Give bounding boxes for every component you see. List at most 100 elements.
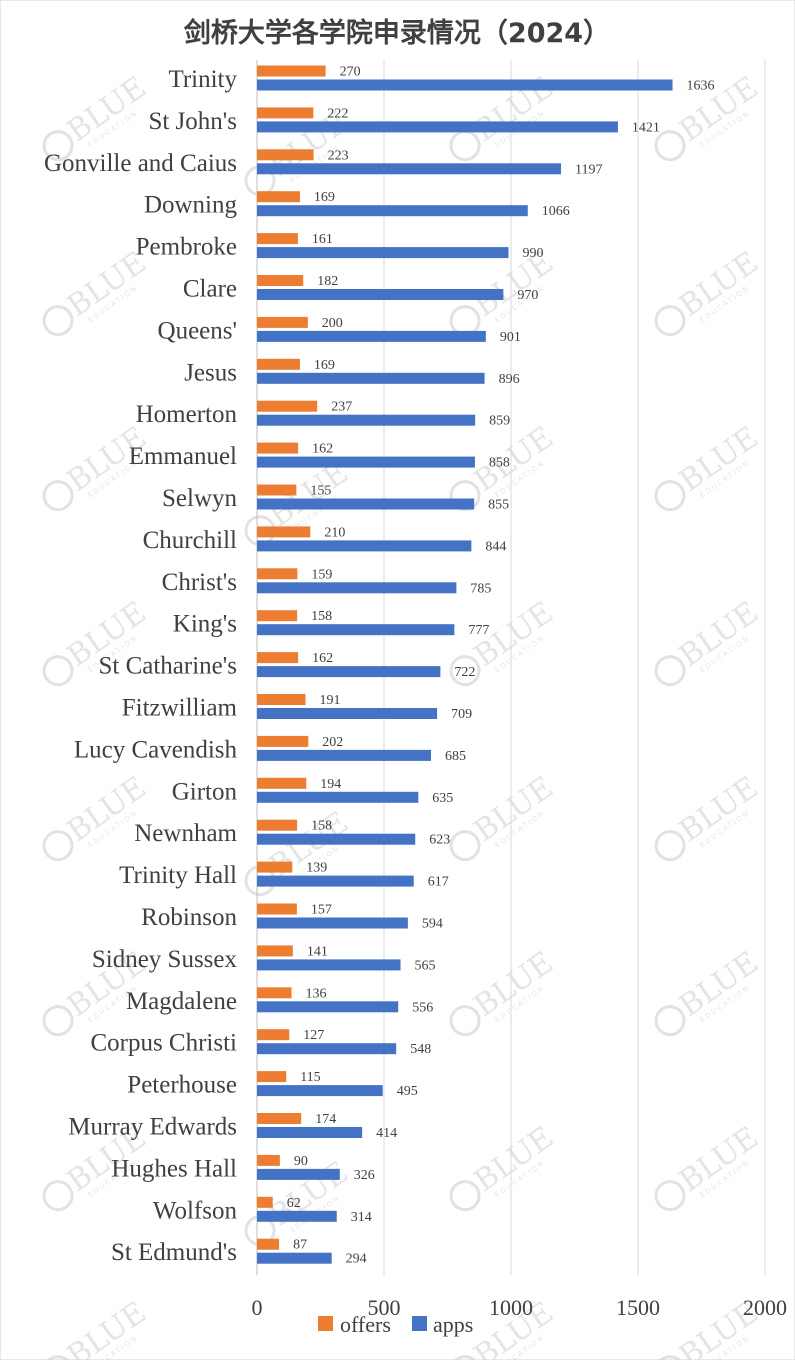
category-label: Homerton (136, 401, 238, 428)
value-label-apps: 635 (432, 791, 453, 806)
value-label-offers: 90 (294, 1154, 308, 1169)
value-label-offers: 141 (307, 944, 328, 959)
bar-apps (257, 875, 414, 887)
value-label-offers: 159 (311, 567, 332, 582)
legend-offers-label: offers (340, 1312, 391, 1337)
value-label-apps: 709 (451, 707, 472, 722)
category-label: Jesus (184, 359, 237, 386)
bar-apps (257, 708, 438, 719)
value-label-apps: 326 (354, 1168, 375, 1183)
bar-offers (257, 107, 314, 119)
category-label: King's (173, 611, 237, 638)
category-label: Trinity (168, 66, 237, 93)
value-label-offers: 223 (328, 148, 349, 163)
bar-offers (257, 777, 307, 789)
value-label-apps: 1066 (542, 204, 570, 219)
value-label-offers: 210 (324, 525, 345, 540)
category-label: Selwyn (162, 485, 238, 512)
bar-offers (257, 903, 297, 915)
value-label-offers: 87 (293, 1238, 307, 1253)
value-label-offers: 200 (322, 316, 343, 331)
value-label-apps: 855 (488, 498, 509, 513)
value-label-offers: 202 (322, 735, 343, 750)
category-label: Gonville and Caius (44, 150, 237, 177)
bar-apps (257, 1168, 340, 1180)
value-label-offers: 136 (306, 986, 327, 1001)
category-label: Girton (172, 778, 238, 805)
category-label: Robinson (141, 904, 237, 931)
bar-apps (257, 498, 475, 510)
bar-apps (257, 791, 419, 803)
x-tick-label: 500 (368, 1295, 401, 1320)
category-label: Pembroke (136, 234, 237, 261)
value-label-offers: 237 (331, 400, 352, 415)
category-label: Sidney Sussex (92, 946, 238, 973)
value-label-apps: 314 (351, 1210, 372, 1225)
value-label-apps: 901 (500, 330, 521, 345)
bar-apps (257, 163, 562, 175)
value-label-apps: 722 (454, 665, 475, 680)
category-label: Lucy Cavendish (74, 736, 238, 763)
bar-apps (257, 1127, 363, 1138)
value-label-offers: 139 (306, 861, 327, 876)
legend: offers apps (318, 1312, 473, 1337)
bar-apps (257, 247, 509, 259)
value-label-offers: 155 (310, 484, 331, 499)
bar-offers (257, 358, 300, 370)
bar-apps (257, 330, 486, 342)
bar-offers (257, 484, 297, 496)
chart-title: 剑桥大学各学院申录情况（2024） (184, 17, 610, 49)
bar-apps (257, 1043, 397, 1055)
category-label: Fitzwilliam (122, 695, 238, 722)
category-label: St Catharine's (98, 653, 237, 680)
value-label-offers: 222 (327, 106, 348, 121)
bar-apps (257, 749, 431, 761)
value-label-offers: 169 (314, 358, 335, 373)
bars (257, 65, 673, 1264)
value-label-offers: 270 (340, 65, 361, 80)
value-label-apps: 565 (415, 958, 436, 973)
bar-apps (257, 1252, 332, 1264)
value-label-offers: 161 (312, 232, 333, 247)
value-label-apps: 414 (376, 1126, 397, 1141)
bar-offers (257, 1154, 280, 1166)
bar-offers (257, 233, 298, 245)
value-label-apps: 548 (410, 1042, 431, 1057)
bar-offers (257, 149, 314, 161)
value-label-apps: 594 (422, 917, 443, 932)
category-label: Trinity Hall (119, 862, 237, 889)
value-label-offers: 182 (317, 274, 338, 289)
bar-offers (257, 1196, 273, 1208)
bar-offers (257, 442, 299, 454)
value-label-apps: 777 (468, 623, 489, 638)
category-label: St Edmund's (111, 1239, 237, 1266)
bar-apps (257, 414, 476, 426)
value-label-offers: 115 (300, 1070, 320, 1085)
value-label-offers: 174 (315, 1112, 336, 1127)
value-label-apps: 617 (428, 875, 449, 890)
category-label: Magdalene (126, 988, 237, 1015)
bar-offers (257, 735, 309, 747)
category-label: Downing (144, 192, 238, 219)
value-label-offers: 62 (287, 1196, 301, 1211)
bar-apps (257, 917, 408, 929)
bar-offers (257, 1113, 302, 1124)
value-labels: 270 1636 222 1421 223 1197 169 1066 161 990 182 970… (287, 65, 715, 1267)
category-label: Clare (183, 276, 237, 303)
value-label-offers: 191 (320, 693, 341, 708)
bar-apps (257, 540, 472, 552)
bar-apps (257, 372, 485, 384)
bar-apps (257, 624, 455, 636)
value-label-offers: 158 (311, 819, 332, 834)
bar-offers (257, 819, 298, 831)
category-label: Murray Edwards (68, 1114, 237, 1141)
category-label: Queens' (158, 317, 237, 344)
x-tick-label: 2000 (743, 1295, 787, 1320)
x-tick-label: 1500 (616, 1295, 660, 1320)
bar-offers (257, 316, 308, 328)
value-label-apps: 556 (412, 1000, 433, 1015)
bar-apps (257, 833, 416, 845)
